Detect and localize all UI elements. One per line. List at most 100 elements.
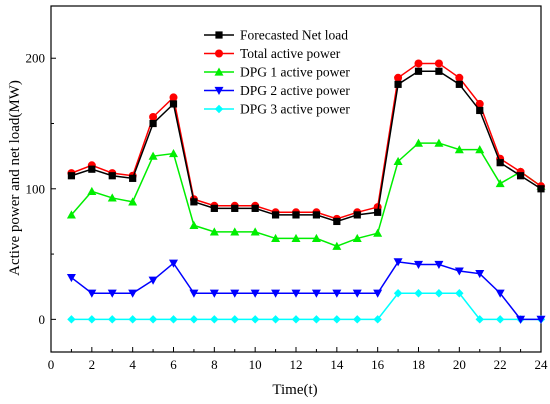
data-point xyxy=(455,73,464,82)
data-point xyxy=(291,315,301,324)
data-point xyxy=(66,210,76,219)
data-point xyxy=(455,80,463,88)
data-point xyxy=(475,315,484,324)
data-point xyxy=(311,233,321,243)
data-point xyxy=(495,315,505,324)
data-point xyxy=(374,208,382,216)
data-point xyxy=(87,315,97,324)
data-point xyxy=(87,186,97,196)
data-point xyxy=(353,315,362,324)
data-point xyxy=(393,289,403,298)
series-line xyxy=(71,70,542,223)
data-point xyxy=(414,67,423,75)
legend-label: DPG 1 active power xyxy=(240,65,350,80)
data-point xyxy=(291,289,301,298)
data-point xyxy=(332,315,342,324)
y-axis-title: Active power and net load(MW) xyxy=(7,80,23,276)
data-point xyxy=(475,99,484,108)
x-tick-label: 18 xyxy=(412,357,425,372)
data-point xyxy=(414,289,423,298)
legend-entry-5: DPG 3 active power xyxy=(204,102,350,117)
data-point xyxy=(536,315,546,324)
data-point xyxy=(189,220,199,229)
data-point xyxy=(537,185,545,193)
data-point xyxy=(373,228,383,237)
data-point xyxy=(250,289,260,298)
data-point xyxy=(434,289,444,298)
data-point xyxy=(190,198,198,206)
data-point xyxy=(231,204,239,212)
data-point xyxy=(189,315,199,324)
data-point xyxy=(495,289,505,298)
data-point xyxy=(373,315,382,324)
data-point xyxy=(210,204,218,212)
data-point xyxy=(312,315,321,324)
x-tick-label: 20 xyxy=(453,357,466,372)
data-point xyxy=(148,151,158,160)
data-point xyxy=(169,149,178,158)
legend-entry-2: Total active power xyxy=(204,46,341,61)
legend-label: Forecasted Net load xyxy=(240,28,348,43)
data-point xyxy=(352,233,362,243)
data-point xyxy=(67,172,76,180)
data-point xyxy=(434,138,444,147)
data-point xyxy=(496,159,504,167)
x-tick-label: 0 xyxy=(48,357,55,372)
data-point xyxy=(434,59,443,68)
y-tick-label: 200 xyxy=(26,51,46,66)
data-point xyxy=(333,217,341,226)
legend-marker xyxy=(214,67,224,76)
data-point xyxy=(230,315,239,324)
data-point xyxy=(230,227,240,236)
data-point xyxy=(209,289,219,298)
data-point xyxy=(394,80,402,88)
data-point xyxy=(271,289,281,298)
y-tick-label: 0 xyxy=(39,312,46,327)
data-point xyxy=(454,145,464,154)
data-point xyxy=(434,260,444,270)
data-point xyxy=(414,138,423,147)
data-point xyxy=(271,211,280,219)
data-point xyxy=(108,315,117,324)
series-line xyxy=(70,261,541,321)
data-point xyxy=(148,276,158,285)
data-point xyxy=(107,289,117,298)
data-point xyxy=(128,197,138,206)
data-point xyxy=(149,119,157,128)
data-point xyxy=(454,267,464,276)
data-point xyxy=(169,259,178,268)
legend-marker xyxy=(215,49,223,58)
data-point xyxy=(250,315,260,324)
legend-label: Total active power xyxy=(240,46,341,61)
data-point xyxy=(475,145,485,154)
data-point xyxy=(149,112,158,121)
data-point xyxy=(394,73,403,82)
x-tick-label: 6 xyxy=(170,357,177,372)
data-point xyxy=(148,315,158,324)
data-point xyxy=(476,106,484,115)
data-point xyxy=(129,174,137,182)
x-tick-label: 22 xyxy=(494,357,507,372)
data-point xyxy=(393,156,403,165)
data-point xyxy=(332,289,342,298)
legend-entry-4: DPG 2 active power xyxy=(204,83,350,98)
data-point xyxy=(128,289,138,298)
legend-entry-3: DPG 1 active power xyxy=(204,65,350,80)
legend: Forecasted Net load Total active power DPG… xyxy=(204,28,350,117)
series-5 xyxy=(67,289,546,324)
data-point xyxy=(108,172,116,180)
series-4 xyxy=(66,258,546,324)
data-point xyxy=(516,172,525,180)
data-point xyxy=(332,241,342,250)
data-point xyxy=(414,260,423,270)
legend-marker xyxy=(214,104,224,114)
data-point xyxy=(475,270,485,279)
data-point xyxy=(169,100,178,108)
legend-marker xyxy=(215,31,223,39)
data-point xyxy=(230,289,240,298)
data-point xyxy=(88,165,96,173)
data-point xyxy=(210,315,219,324)
x-tick-label: 14 xyxy=(330,357,344,372)
